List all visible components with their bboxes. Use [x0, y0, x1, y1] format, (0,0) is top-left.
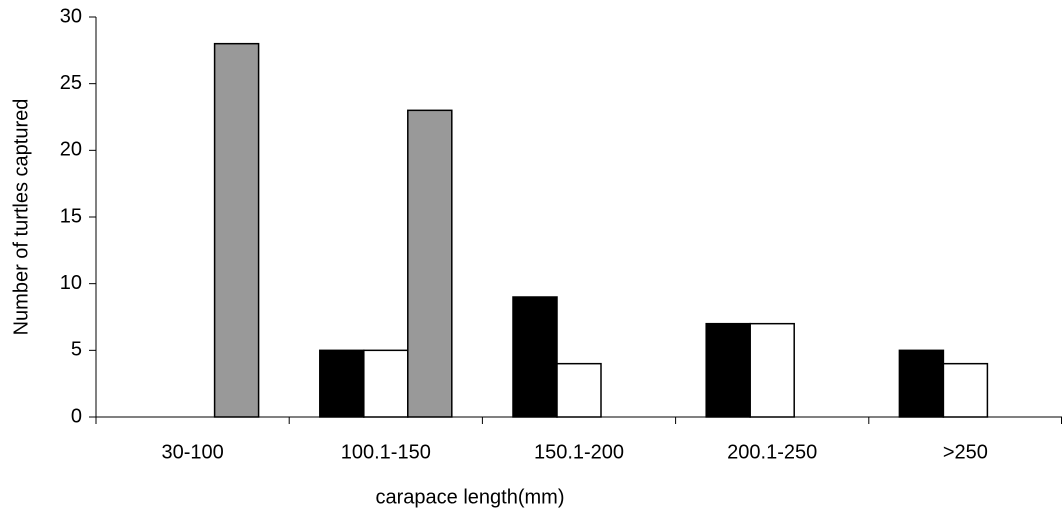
y-tick-label: 30	[60, 5, 82, 27]
bar	[319, 349, 365, 418]
bar	[512, 296, 558, 418]
bar	[556, 362, 602, 418]
y-tick-label: 15	[60, 205, 82, 227]
x-tick-label: 100.1-150	[341, 441, 431, 463]
bar	[407, 109, 453, 418]
y-tick-label: 5	[71, 339, 82, 361]
bar	[363, 349, 409, 418]
x-tick-label: 150.1-200	[534, 441, 624, 463]
x-axis-label: carapace length(mm)	[376, 486, 565, 508]
bar	[898, 349, 945, 418]
y-tick-label: 10	[60, 272, 82, 294]
y-tick-label: 25	[60, 72, 82, 94]
x-tick-label: >250	[943, 441, 988, 463]
y-tick-label: 20	[60, 139, 82, 161]
y-axis-label: Number of turtles captured	[10, 99, 32, 336]
bar	[213, 42, 260, 418]
bar	[942, 362, 989, 418]
x-tick-label: 30-100	[161, 441, 223, 463]
bar	[749, 322, 795, 418]
x-tick-label: 200.1-250	[727, 441, 817, 463]
bar	[705, 322, 751, 418]
y-tick-label: 0	[71, 405, 82, 427]
